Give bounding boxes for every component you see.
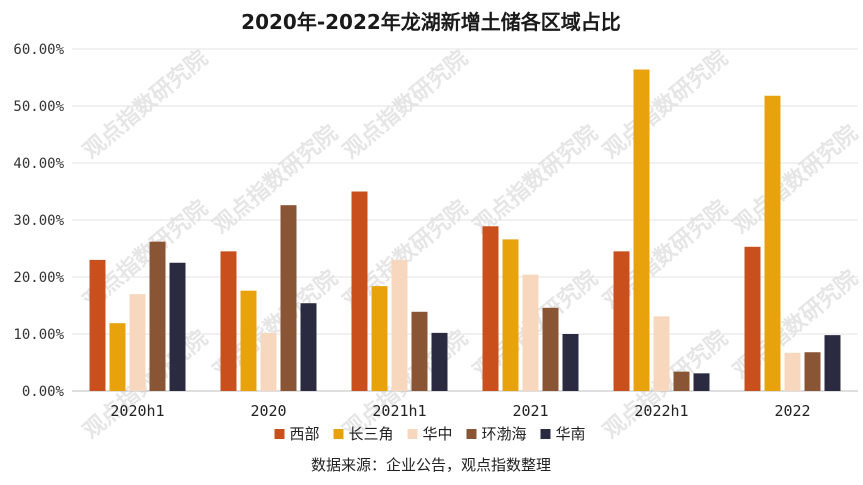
bar xyxy=(693,373,710,391)
watermark-text: 观点指数研究院 xyxy=(78,45,213,164)
bar xyxy=(744,246,761,391)
y-tick-label: 30.00% xyxy=(13,213,64,229)
bar xyxy=(391,259,408,391)
bar xyxy=(502,239,519,391)
x-axis: 2020h1 2020 2021h1 2021 2022h1 2022 xyxy=(110,402,810,420)
bar xyxy=(260,332,277,391)
bar xyxy=(300,303,317,391)
bar xyxy=(804,352,821,391)
legend-label: 华中 xyxy=(423,425,453,443)
bars xyxy=(89,69,841,392)
x-tick-label: 2020 xyxy=(250,402,286,420)
x-tick-label: 2022h1 xyxy=(634,402,688,420)
watermark-text: 观点指数研究院 xyxy=(338,45,473,164)
watermark-text: 观点指数研究院 xyxy=(208,120,343,239)
legend-label: 华南 xyxy=(556,425,586,443)
watermark-text: 观点指数研究院 xyxy=(598,45,733,164)
chart-title: 2020年-2022年龙湖新增土储各区域占比 xyxy=(241,10,621,34)
y-tick-label: 50.00% xyxy=(13,99,64,115)
x-tick-label: 2021h1 xyxy=(372,402,426,420)
bar xyxy=(109,323,126,391)
y-tick-label: 0.00% xyxy=(22,384,65,400)
bar xyxy=(784,352,801,391)
bar xyxy=(240,290,257,391)
bar xyxy=(613,251,630,391)
bar xyxy=(673,371,690,391)
legend-swatch xyxy=(333,429,344,439)
bar xyxy=(824,335,841,391)
legend-label: 环渤海 xyxy=(482,425,527,443)
bar xyxy=(220,251,237,391)
bar xyxy=(482,226,499,391)
bar xyxy=(371,286,388,391)
gridlines xyxy=(72,48,858,392)
legend-label: 长三角 xyxy=(349,425,394,443)
bar xyxy=(411,311,428,391)
bar xyxy=(542,307,559,391)
bar xyxy=(149,241,166,391)
watermark-text: 观点指数研究院 xyxy=(468,120,603,239)
y-tick-label: 40.00% xyxy=(13,156,64,172)
bar xyxy=(351,191,368,391)
y-tick-label: 20.00% xyxy=(13,270,64,286)
x-tick-label: 2021 xyxy=(512,402,548,420)
bar xyxy=(562,334,579,391)
y-axis: 0.00% 10.00% 20.00% 30.00% 40.00% 50.00% 60.00… xyxy=(13,42,64,400)
bar xyxy=(89,259,106,391)
bar xyxy=(169,262,186,391)
bar xyxy=(764,95,781,392)
bar xyxy=(653,316,670,391)
bar xyxy=(280,205,297,391)
source-note: 数据来源：企业公告，观点指数整理 xyxy=(311,456,551,474)
legend-swatch xyxy=(466,429,477,439)
bar xyxy=(522,274,539,391)
legend-label: 西部 xyxy=(290,425,320,443)
watermark-text: 观点指数研究院 xyxy=(728,120,863,239)
bar xyxy=(129,294,146,391)
x-tick-label: 2022 xyxy=(774,402,810,420)
legend-swatch xyxy=(407,429,418,439)
legend-swatch xyxy=(540,429,551,439)
bar xyxy=(633,69,650,392)
y-tick-label: 60.00% xyxy=(13,42,64,58)
legend: 西部 长三角 华中 环渤海 华南 xyxy=(274,425,586,443)
legend-swatch xyxy=(274,429,285,439)
x-tick-label: 2020h1 xyxy=(110,402,164,420)
y-tick-label: 10.00% xyxy=(13,327,64,343)
bar xyxy=(431,332,448,391)
